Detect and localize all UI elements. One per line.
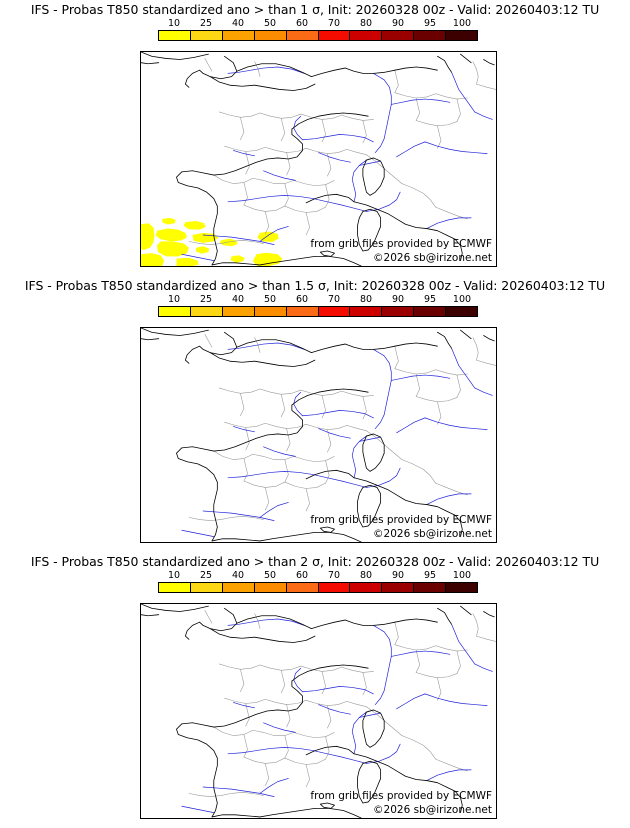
colorbar-segment-6 [350, 307, 383, 316]
forecast-panel-1: IFS - Probas T850 standardized ano > tha… [0, 0, 630, 276]
credit-source: from grib files provided by ECMWF [310, 514, 492, 526]
colorbar-segment-0 [159, 31, 191, 40]
credit-copyright: ©2026 sb@irizone.net [373, 252, 492, 264]
colorbar-tick-10: 10 [167, 18, 181, 29]
credit-source: from grib files provided by ECMWF [310, 790, 492, 802]
rivers [182, 619, 493, 813]
colorbar-segment-5 [318, 31, 351, 40]
colorbar-gradient [158, 30, 478, 41]
colorbar-segment-8 [414, 583, 447, 592]
colorbar-ticks: 10 25 40 50 60 70 80 90 95 100 [158, 570, 478, 582]
map-canvas-1[interactable]: from grib files provided by ECMWF ©2026 … [140, 51, 497, 267]
colorbar-segment-9 [446, 583, 478, 592]
colorbar-segment-9 [446, 307, 478, 316]
colorbar-gradient [158, 582, 478, 593]
colorbar-tick-50: 50 [263, 18, 277, 29]
panel-title-2: IFS - Probas T850 standardized ano > tha… [24, 278, 606, 293]
colorbar-segment-0 [159, 307, 191, 316]
colorbar: 10 25 40 50 60 70 80 90 95 100 [158, 18, 478, 42]
colorbar: 10 25 40 50 60 70 80 90 95 100 [158, 294, 478, 318]
colorbar-tick-25: 25 [199, 18, 213, 29]
colorbar-segment-7 [382, 307, 415, 316]
forecast-panel-3: IFS - Probas T850 standardized ano > tha… [0, 552, 630, 828]
map-geometry [141, 328, 496, 542]
colorbar-segment-3 [254, 31, 287, 40]
colorbar-tick-80: 80 [359, 294, 373, 305]
credit-copyright: ©2026 sb@irizone.net [373, 804, 492, 816]
colorbar-tick-60: 60 [295, 570, 309, 581]
panel-title-1: IFS - Probas T850 standardized ano > tha… [30, 2, 600, 17]
colorbar-ticks: 10 25 40 50 60 70 80 90 95 100 [158, 18, 478, 30]
admin-borders [189, 58, 496, 244]
colorbar-gradient [158, 306, 478, 317]
colorbar-segment-3 [254, 307, 287, 316]
colorbar-tick-40: 40 [231, 294, 245, 305]
coastlines [141, 328, 494, 542]
colorbar-tick-25: 25 [199, 570, 213, 581]
forecast-panel-2: IFS - Probas T850 standardized ano > tha… [0, 276, 630, 552]
colorbar-tick-100: 100 [452, 18, 472, 29]
colorbar-segment-3 [254, 583, 287, 592]
colorbar-tick-90: 90 [391, 294, 405, 305]
colorbar-segment-4 [286, 583, 319, 592]
colorbar-tick-80: 80 [359, 570, 373, 581]
map-canvas-3[interactable]: from grib files provided by ECMWF ©2026 … [140, 603, 497, 819]
map-canvas-2[interactable]: from grib files provided by ECMWF ©2026 … [140, 327, 497, 543]
colorbar-segment-4 [286, 31, 319, 40]
colorbar-tick-80: 80 [359, 18, 373, 29]
credit-copyright: ©2026 sb@irizone.net [373, 528, 492, 540]
credit-source: from grib files provided by ECMWF [310, 238, 492, 250]
colorbar-segment-1 [190, 31, 223, 40]
colorbar-segment-1 [190, 307, 223, 316]
colorbar-tick-40: 40 [231, 570, 245, 581]
colorbar-tick-100: 100 [452, 570, 472, 581]
colorbar-segment-2 [222, 307, 255, 316]
colorbar-tick-90: 90 [391, 570, 405, 581]
admin-borders [189, 610, 496, 796]
colorbar-tick-70: 70 [327, 18, 341, 29]
colorbar-tick-50: 50 [263, 294, 277, 305]
colorbar-segment-2 [222, 31, 255, 40]
colorbar-segment-5 [318, 583, 351, 592]
colorbar-segment-5 [318, 307, 351, 316]
map-geometry [141, 52, 496, 266]
colorbar-tick-95: 95 [423, 294, 437, 305]
colorbar-tick-70: 70 [327, 294, 341, 305]
colorbar-segment-7 [382, 31, 415, 40]
rivers [182, 67, 493, 261]
rivers [182, 343, 493, 537]
colorbar-tick-60: 60 [295, 18, 309, 29]
colorbar-tick-100: 100 [452, 294, 472, 305]
panel-title-3: IFS - Probas T850 standardized ano > tha… [30, 554, 600, 569]
colorbar-segment-4 [286, 307, 319, 316]
colorbar-segment-8 [414, 31, 447, 40]
coastlines [141, 52, 494, 266]
colorbar-tick-10: 10 [167, 570, 181, 581]
colorbar-tick-90: 90 [391, 18, 405, 29]
admin-borders [189, 334, 496, 520]
colorbar-tick-40: 40 [231, 18, 245, 29]
colorbar-segment-2 [222, 583, 255, 592]
colorbar-segment-7 [382, 583, 415, 592]
colorbar-tick-60: 60 [295, 294, 309, 305]
colorbar-segment-6 [350, 31, 383, 40]
coastlines [141, 604, 494, 818]
colorbar-segment-6 [350, 583, 383, 592]
colorbar-tick-50: 50 [263, 570, 277, 581]
colorbar: 10 25 40 50 60 70 80 90 95 100 [158, 570, 478, 594]
colorbar-segment-9 [446, 31, 478, 40]
colorbar-tick-25: 25 [199, 294, 213, 305]
colorbar-tick-70: 70 [327, 570, 341, 581]
colorbar-segment-8 [414, 307, 447, 316]
map-geometry [141, 604, 496, 818]
colorbar-tick-10: 10 [167, 294, 181, 305]
colorbar-segment-0 [159, 583, 191, 592]
colorbar-ticks: 10 25 40 50 60 70 80 90 95 100 [158, 294, 478, 306]
colorbar-segment-1 [190, 583, 223, 592]
colorbar-tick-95: 95 [423, 18, 437, 29]
colorbar-tick-95: 95 [423, 570, 437, 581]
